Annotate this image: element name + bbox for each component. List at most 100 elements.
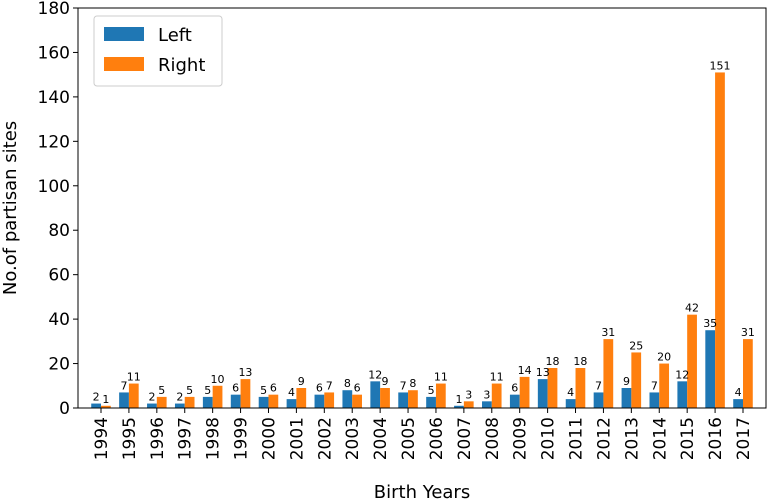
x-tick-label: 2011 <box>567 417 587 460</box>
bar-right-2003 <box>352 394 362 408</box>
x-tick-label: 2014 <box>650 417 670 460</box>
data-label-left-2000: 5 <box>260 384 267 397</box>
bars-layer <box>91 72 753 408</box>
x-tick-label: 1994 <box>92 417 112 460</box>
bar-right-2000 <box>268 394 279 408</box>
x-tick-label: 2000 <box>259 417 279 460</box>
data-label-right-2004: 9 <box>382 375 389 388</box>
bar-left-2006 <box>426 396 436 408</box>
bar-left-1995 <box>119 392 129 408</box>
data-label-left-2014: 7 <box>651 379 658 392</box>
bar-right-2006 <box>435 383 446 408</box>
data-label-right-1999: 13 <box>238 366 252 379</box>
data-label-right-2013: 25 <box>629 339 643 352</box>
legend: Left Right <box>93 15 223 87</box>
data-label-right-2007: 3 <box>465 388 472 401</box>
x-tick-label: 2006 <box>427 417 447 460</box>
bar-left-2007 <box>454 405 464 408</box>
legend-swatch-left <box>104 27 144 41</box>
data-label-right-2015: 42 <box>685 302 699 315</box>
data-label-left-2009: 6 <box>511 382 518 395</box>
data-label-right-1997: 5 <box>186 384 193 397</box>
data-label-right-2006: 11 <box>434 371 448 384</box>
bar-left-2012 <box>593 392 604 408</box>
x-tick-label: 2016 <box>706 417 726 460</box>
y-axis-title: No.of partisan sites <box>0 121 21 295</box>
bar-left-2011 <box>565 399 576 408</box>
x-tick-label: 2015 <box>678 417 698 460</box>
x-tick-label: 1999 <box>232 417 252 460</box>
bar-left-2005 <box>398 392 409 408</box>
bar-left-2000 <box>258 396 269 408</box>
data-label-left-2017: 4 <box>735 386 742 399</box>
x-tick-label: 2005 <box>399 417 419 460</box>
bar-right-2008 <box>491 383 502 408</box>
data-label-right-2002: 7 <box>326 379 333 392</box>
data-label-left-1998: 5 <box>204 384 211 397</box>
data-label-right-2012: 31 <box>601 326 615 339</box>
bar-left-2010 <box>537 379 548 408</box>
data-label-right-2008: 11 <box>490 371 504 384</box>
x-tick-label: 2004 <box>371 417 391 460</box>
legend-label-left: Left <box>158 25 192 46</box>
bar-right-2009 <box>519 376 530 408</box>
y-tick-label: 80 <box>48 221 70 241</box>
bar-left-2004 <box>370 381 381 408</box>
bar-left-2016 <box>705 330 716 408</box>
x-tick-label: 2003 <box>343 417 363 460</box>
x-tick-label: 2010 <box>539 417 559 460</box>
data-label-right-2017: 31 <box>741 326 755 339</box>
data-label-left-2003: 8 <box>344 377 351 390</box>
x-tick-label: 1998 <box>204 417 224 460</box>
bar-right-1998 <box>212 385 223 408</box>
data-label-left-1996: 2 <box>148 391 155 404</box>
y-tick-label: 120 <box>38 132 70 152</box>
x-tick-label: 1997 <box>176 417 196 460</box>
data-label-left-1994: 2 <box>93 391 100 404</box>
bar-right-1997 <box>184 396 195 408</box>
data-label-left-2013: 9 <box>623 375 630 388</box>
data-label-right-2005: 8 <box>409 377 416 390</box>
data-label-right-2000: 6 <box>270 382 277 395</box>
data-label-left-2011: 4 <box>567 386 574 399</box>
bar-left-1996 <box>147 403 157 408</box>
bar-right-2014 <box>659 363 670 408</box>
bar-left-2002 <box>314 394 325 408</box>
bar-right-2016 <box>715 72 725 408</box>
data-label-right-2014: 20 <box>657 351 671 364</box>
y-tick-label: 40 <box>48 310 70 330</box>
bar-right-1996 <box>156 396 167 408</box>
bar-right-2012 <box>603 339 614 408</box>
y-tick-label: 180 <box>38 0 70 19</box>
data-label-left-1999: 6 <box>232 382 239 395</box>
x-tick-label: 2002 <box>315 417 335 460</box>
data-label-left-2005: 7 <box>400 379 407 392</box>
x-tick-label: 2001 <box>287 417 307 460</box>
x-tick-label: 2008 <box>483 417 503 460</box>
data-label-left-2015: 12 <box>675 368 689 381</box>
bar-right-2002 <box>324 392 335 408</box>
bar-left-1994 <box>91 403 101 408</box>
bar-right-2004 <box>380 388 390 408</box>
y-tick-label: 160 <box>38 43 70 63</box>
bar-left-2009 <box>509 394 520 408</box>
bar-right-1994 <box>101 405 111 408</box>
bar-left-1999 <box>230 394 241 408</box>
y-tick-label: 60 <box>48 266 70 286</box>
legend-swatch-right <box>104 57 144 71</box>
x-tick-label: 2012 <box>594 417 614 460</box>
legend-label-right: Right <box>158 55 205 76</box>
bar-right-2001 <box>296 388 307 408</box>
y-tick-label: 20 <box>48 355 70 375</box>
data-label-left-1995: 7 <box>121 379 128 392</box>
bar-left-2003 <box>342 390 353 408</box>
data-label-right-1998: 10 <box>211 373 225 386</box>
data-label-right-1995: 11 <box>127 371 141 384</box>
bar-right-2017 <box>743 339 753 408</box>
x-axis: 1994 1995 1996 1997 1998 1999 2000 2001 2002 2003… <box>92 408 754 460</box>
bar-left-2017 <box>733 399 743 408</box>
data-label-left-2002: 6 <box>316 382 323 395</box>
